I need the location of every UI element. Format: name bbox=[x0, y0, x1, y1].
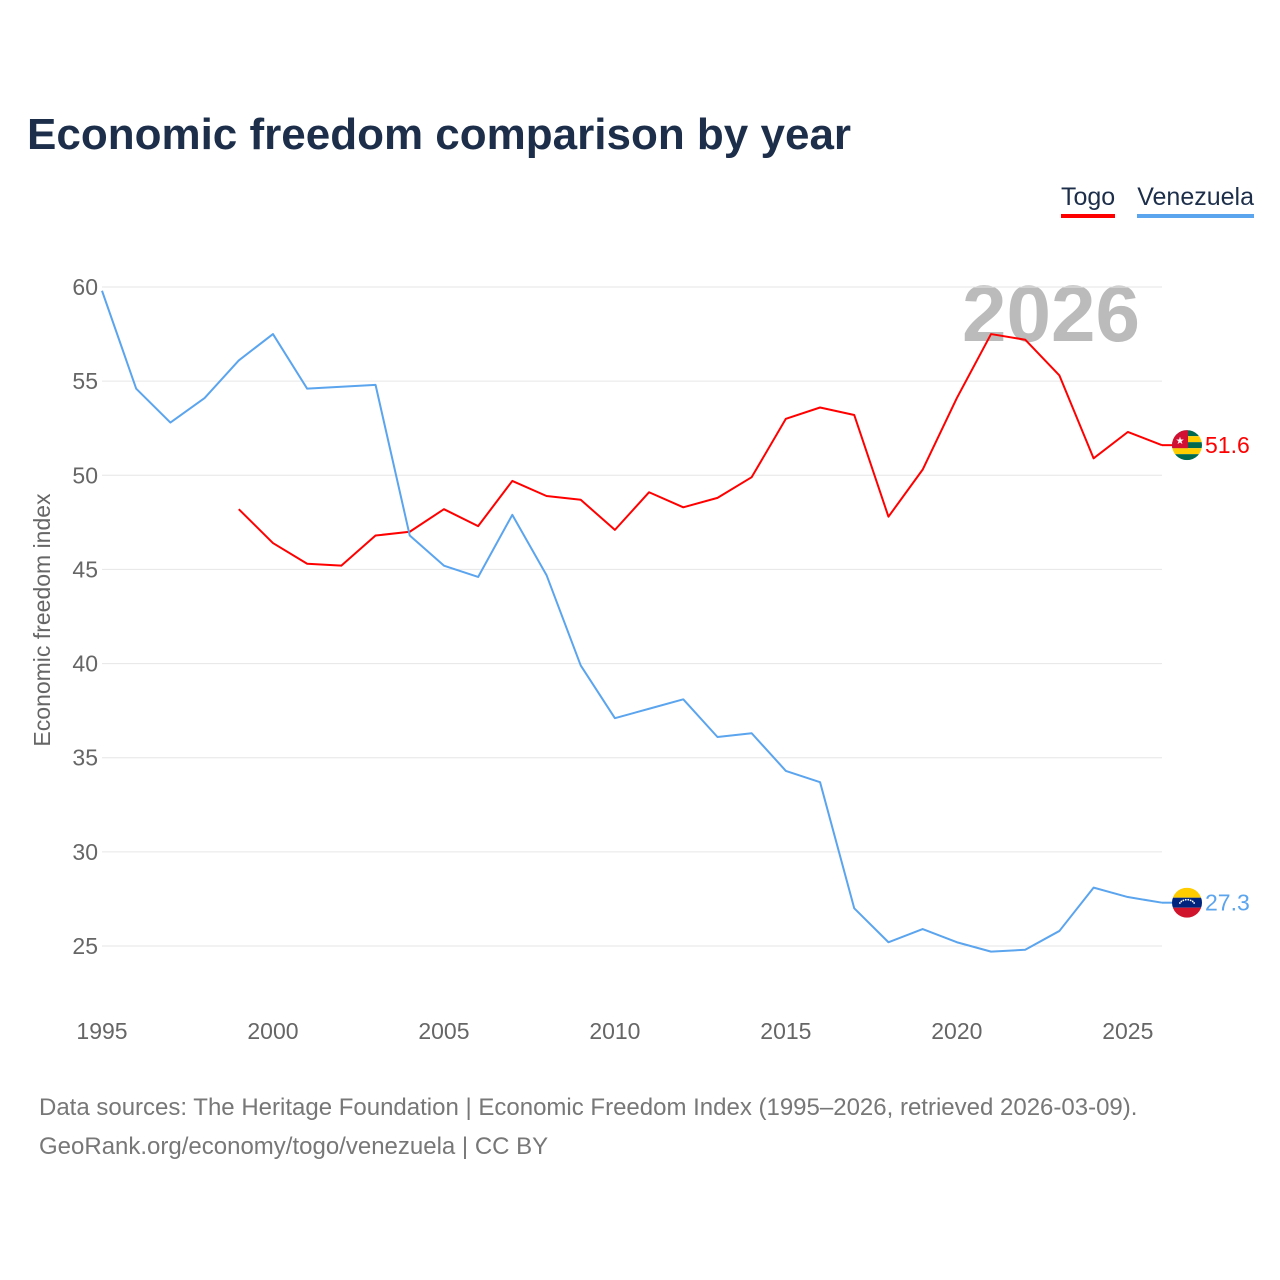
y-tick-label: 35 bbox=[72, 745, 98, 771]
chart-title: Economic freedom comparison by year bbox=[27, 110, 852, 159]
y-tick-label: 25 bbox=[72, 933, 98, 959]
flag-star: ★ bbox=[1176, 436, 1185, 447]
flag-star bbox=[1182, 899, 1185, 902]
x-tick-label: 2015 bbox=[760, 1018, 811, 1044]
flag-star bbox=[1178, 902, 1181, 904]
flag-stripe bbox=[1172, 454, 1202, 461]
source-line-2[interactable]: GeoRank.org/economy/togo/venezuela | CC … bbox=[39, 1133, 549, 1160]
flag-stripe bbox=[1172, 907, 1202, 918]
series-line-venezuela bbox=[101, 290, 1163, 953]
x-tick-label: 2000 bbox=[247, 1018, 298, 1044]
flag-stripe bbox=[1172, 897, 1202, 908]
flag-stripe bbox=[1172, 887, 1202, 898]
year-watermark: 2026 bbox=[962, 269, 1140, 358]
y-tick-label: 50 bbox=[72, 462, 98, 488]
x-tick-label: 1995 bbox=[76, 1018, 127, 1044]
source-line-1: Data sources: The Heritage Foundation | … bbox=[39, 1094, 1138, 1121]
series-line-togo bbox=[238, 333, 1163, 567]
y-tick-label: 30 bbox=[72, 839, 98, 865]
flag-icon-venezuela bbox=[1172, 887, 1202, 918]
flag-star bbox=[1189, 899, 1192, 902]
y-tick-label: 55 bbox=[72, 368, 98, 394]
flag-star bbox=[1191, 900, 1194, 903]
flag-star bbox=[1184, 898, 1187, 901]
flag-star bbox=[1187, 898, 1190, 901]
legend: Togo Venezuela bbox=[1061, 183, 1254, 218]
y-tick-label: 60 bbox=[72, 274, 98, 300]
x-tick-label: 2025 bbox=[1102, 1018, 1153, 1044]
y-axis-label: Economic freedom index bbox=[29, 493, 55, 747]
flag-star bbox=[1180, 900, 1183, 903]
source-note: Data sources: The Heritage Foundation | … bbox=[39, 1088, 1137, 1166]
x-tick-label: 2010 bbox=[589, 1018, 640, 1044]
end-value-label-venezuela: 27.3 bbox=[1205, 890, 1250, 916]
flag-star bbox=[1193, 902, 1196, 904]
legend-item-venezuela[interactable]: Venezuela bbox=[1137, 183, 1254, 218]
flag-icon-togo: ★ bbox=[1172, 430, 1202, 461]
y-tick-label: 40 bbox=[72, 651, 98, 677]
x-tick-label: 2020 bbox=[931, 1018, 982, 1044]
legend-item-togo[interactable]: Togo bbox=[1061, 183, 1116, 218]
y-tick-label: 45 bbox=[72, 556, 98, 582]
flag-stripe bbox=[1172, 448, 1202, 455]
x-tick-label: 2005 bbox=[418, 1018, 469, 1044]
end-value-label-togo: 51.6 bbox=[1205, 432, 1250, 458]
